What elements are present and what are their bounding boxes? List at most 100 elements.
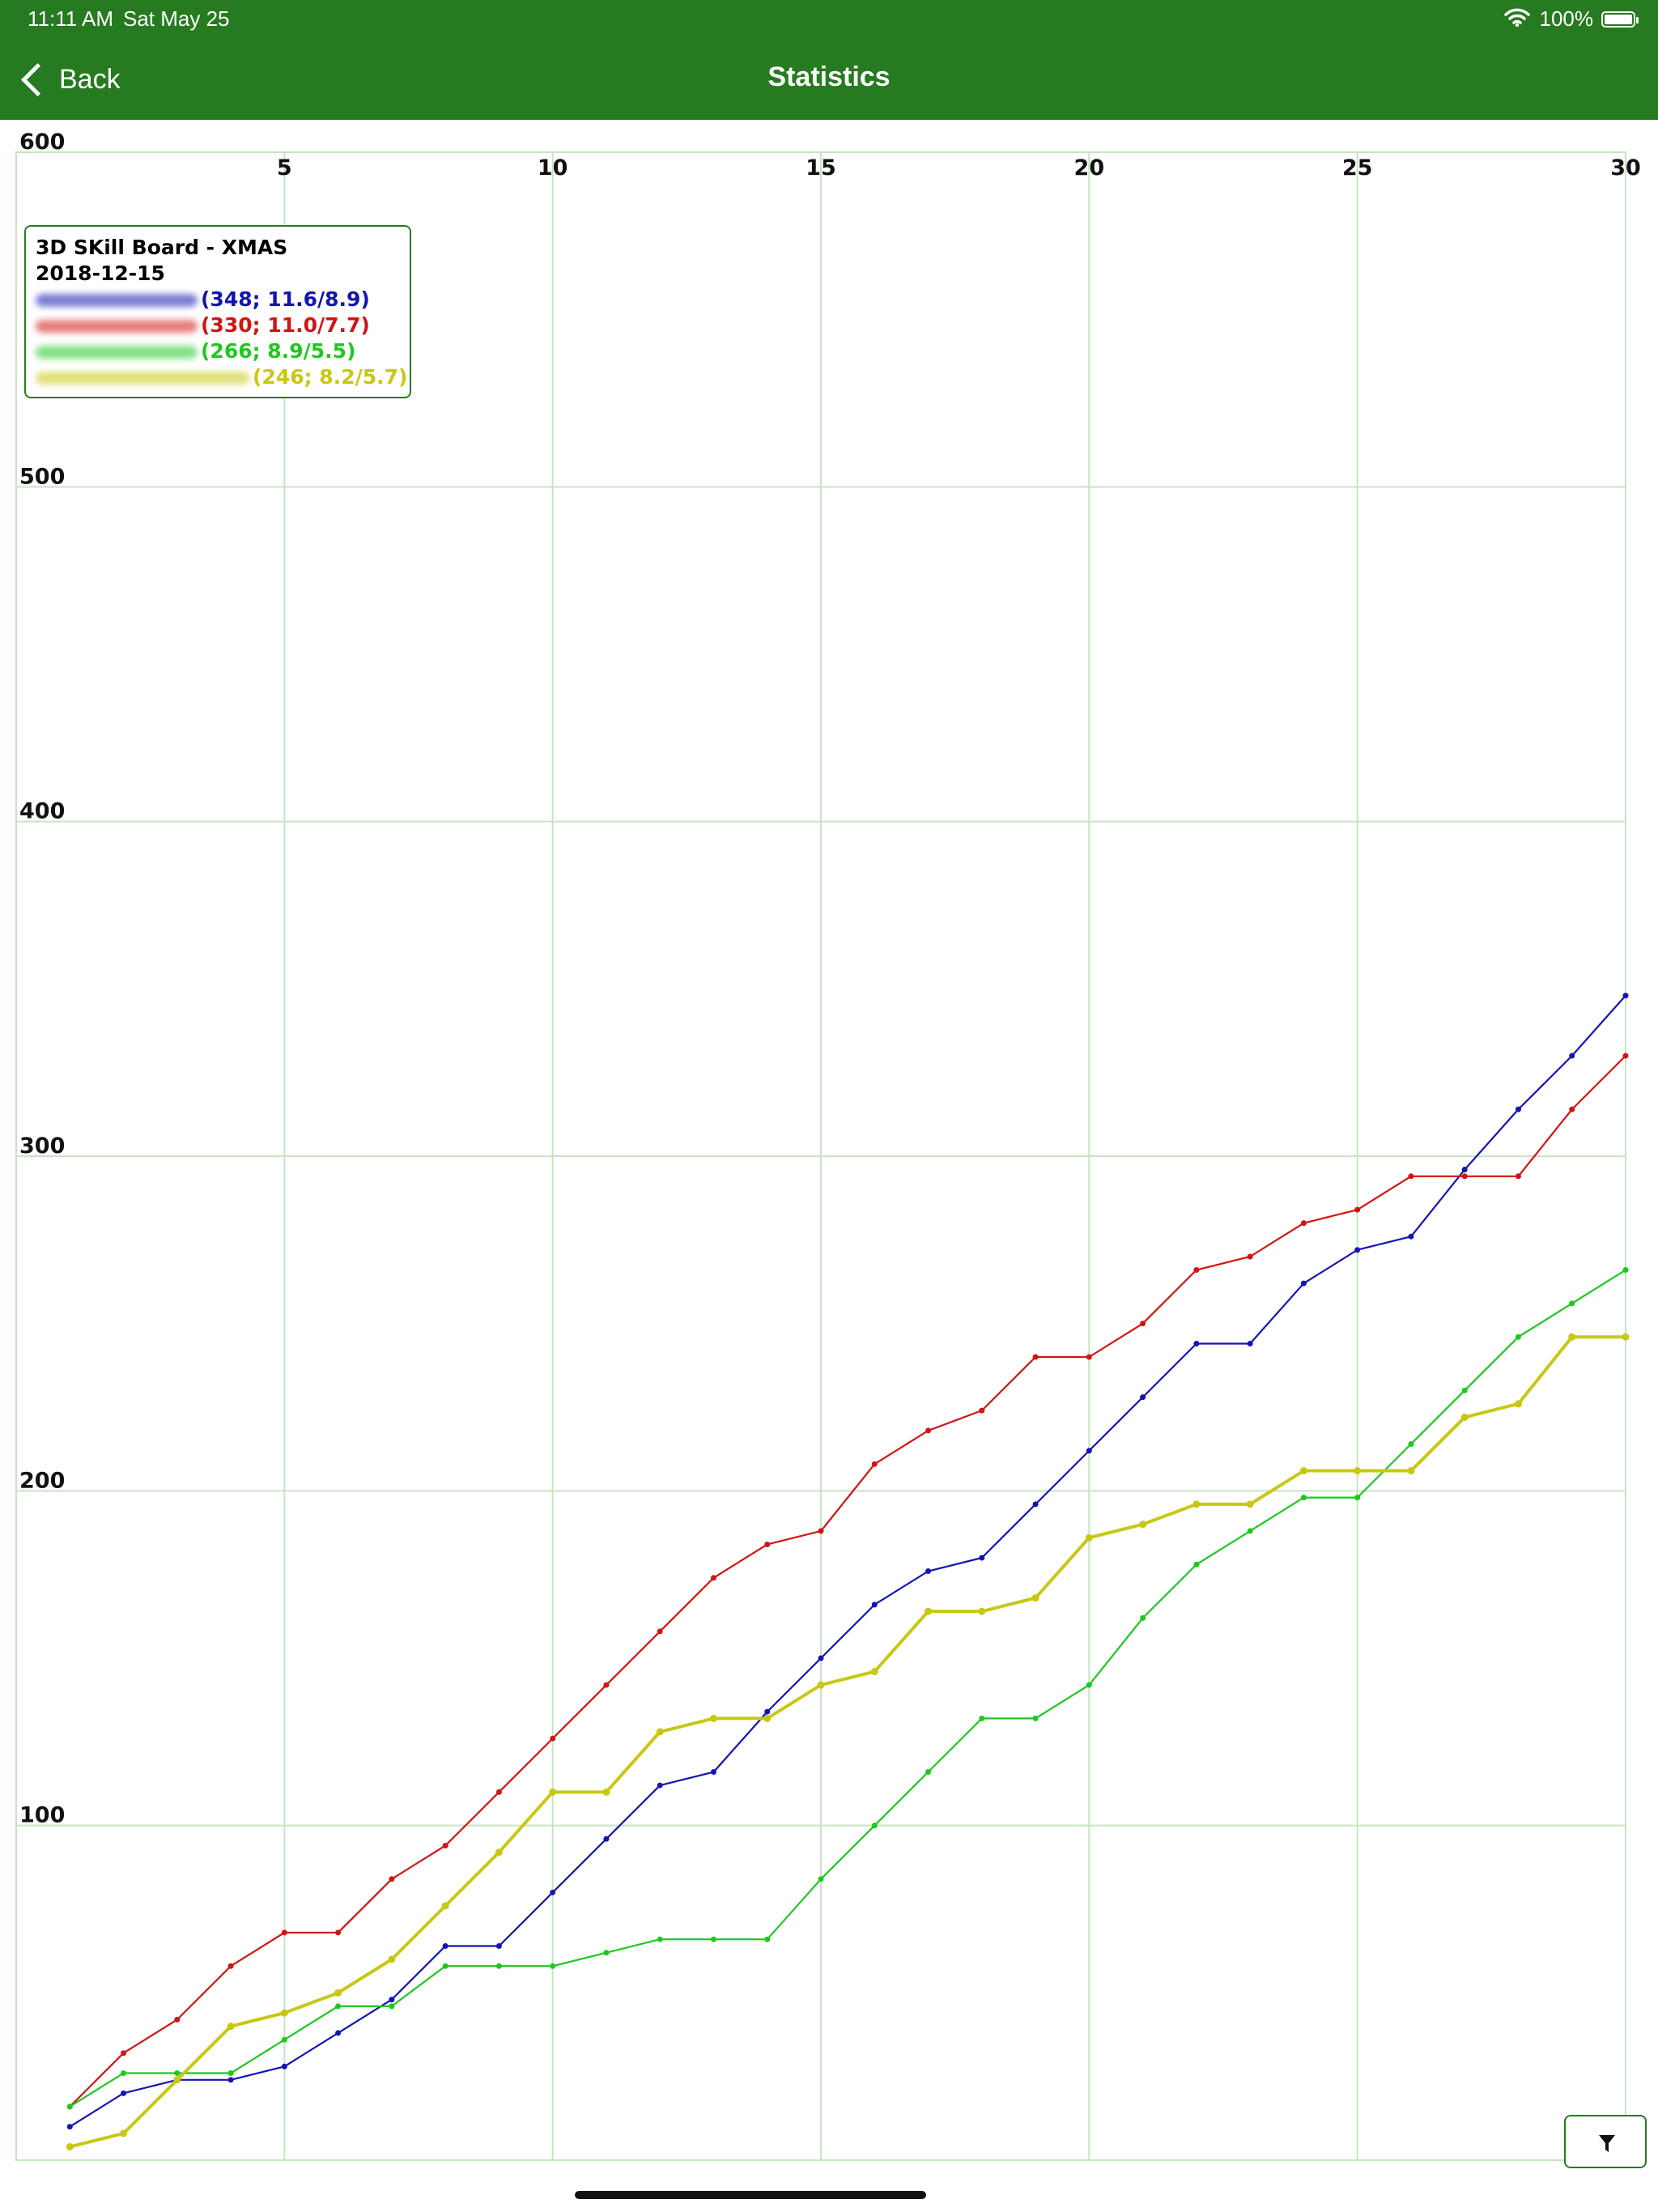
- back-button[interactable]: Back: [16, 57, 121, 102]
- legend-entry-yellow: (246; 8.2/5.7): [36, 364, 407, 390]
- data-point: [978, 1607, 986, 1615]
- data-point: [870, 1668, 878, 1676]
- legend-entry-green: (266; 8.9/5.5): [36, 338, 400, 364]
- battery-icon: [1601, 11, 1639, 28]
- y-tick-label: 200: [19, 1468, 65, 1493]
- data-point: [66, 2142, 74, 2150]
- data-point: [1193, 1340, 1200, 1346]
- data-point: [603, 1682, 610, 1688]
- data-point: [602, 1788, 610, 1796]
- data-point: [657, 1782, 663, 1789]
- data-point: [818, 1876, 824, 1882]
- data-point: [979, 1715, 985, 1721]
- data-point: [871, 1602, 878, 1608]
- data-point: [1622, 1333, 1630, 1341]
- back-label: Back: [59, 63, 121, 95]
- data-point: [1246, 1500, 1254, 1508]
- data-point: [227, 2077, 234, 2083]
- wifi-icon: [1504, 6, 1530, 33]
- data-point: [1247, 1528, 1253, 1534]
- data-point: [1569, 1053, 1575, 1059]
- home-indicator[interactable]: [575, 2191, 926, 2199]
- data-point: [925, 1607, 933, 1615]
- data-point: [1192, 1500, 1201, 1508]
- data-point: [1461, 1167, 1468, 1173]
- data-point: [1408, 1173, 1414, 1180]
- data-point: [280, 2009, 288, 2017]
- data-point: [121, 2050, 127, 2057]
- data-point: [389, 1997, 395, 2003]
- data-point: [1622, 1267, 1629, 1274]
- data-point: [1032, 1501, 1039, 1508]
- data-point: [335, 2003, 342, 2010]
- data-point: [335, 1929, 342, 1936]
- filter-icon: [1599, 2135, 1615, 2152]
- legend-title: 3D SKill Board - XMAS: [36, 236, 288, 259]
- data-point: [1031, 1594, 1039, 1602]
- data-point: [1408, 1440, 1414, 1447]
- y-tick-label: 400: [19, 799, 65, 824]
- data-point: [925, 1427, 932, 1434]
- legend-entry-blue: (348; 11.6/8.9): [36, 287, 400, 313]
- data-point: [1622, 993, 1629, 999]
- legend-blurred-name: [36, 346, 198, 359]
- data-point: [495, 1848, 503, 1857]
- x-tick-label: 25: [1342, 155, 1373, 181]
- data-point: [764, 1936, 771, 1942]
- status-bar: 11:11 AM Sat May 25 100%: [0, 0, 1658, 39]
- x-tick-label: 20: [1074, 155, 1105, 181]
- data-point: [603, 1950, 610, 1956]
- data-point: [710, 1769, 716, 1776]
- data-point: [495, 1963, 502, 1969]
- data-point: [174, 2016, 181, 2023]
- data-point: [335, 2030, 342, 2036]
- legend-entry-red: (330; 11.0/7.7): [36, 313, 400, 338]
- data-point: [709, 1714, 717, 1722]
- x-tick-label: 15: [806, 155, 836, 181]
- data-point: [1140, 1394, 1146, 1401]
- data-point: [1193, 1561, 1200, 1568]
- data-point: [925, 1568, 932, 1575]
- battery-percent: 100%: [1539, 6, 1594, 31]
- data-point: [1140, 1614, 1146, 1621]
- data-point: [173, 2076, 181, 2084]
- data-point: [442, 1963, 449, 1969]
- data-point: [1515, 1334, 1521, 1340]
- data-point: [710, 1936, 716, 1942]
- data-point: [1086, 1448, 1092, 1454]
- series-line: [69, 994, 1626, 2128]
- y-tick-label: 600: [19, 130, 65, 155]
- filter-button[interactable]: [1564, 2115, 1647, 2168]
- data-point: [550, 1735, 556, 1742]
- data-point: [66, 2124, 73, 2130]
- data-point: [1032, 1715, 1039, 1721]
- series-line: [69, 1335, 1626, 2149]
- data-point: [1299, 1467, 1307, 1475]
- data-point: [1568, 1333, 1576, 1341]
- data-point: [334, 1989, 342, 1997]
- data-point: [121, 2070, 127, 2077]
- data-point: [818, 1528, 824, 1534]
- data-point: [1085, 1534, 1093, 1542]
- data-point: [1408, 1233, 1414, 1240]
- data-point: [549, 1788, 557, 1796]
- data-point: [1300, 1495, 1307, 1501]
- page-title: Statistics: [767, 62, 891, 92]
- data-point: [1354, 1247, 1361, 1253]
- data-point: [1461, 1387, 1468, 1393]
- data-point: [925, 1769, 932, 1776]
- data-point: [979, 1555, 985, 1561]
- legend-date: 2018-12-15: [36, 262, 165, 285]
- legend-entry-label: (330; 11.0/7.7): [201, 313, 370, 337]
- data-point: [603, 1836, 610, 1842]
- data-point: [1622, 1053, 1629, 1059]
- data-point: [388, 1955, 396, 1963]
- data-point: [1354, 1495, 1361, 1501]
- data-point: [764, 1708, 771, 1715]
- data-point: [871, 1823, 878, 1829]
- data-point: [1300, 1280, 1307, 1287]
- x-tick-label: 30: [1610, 155, 1641, 181]
- data-point: [120, 2129, 128, 2138]
- data-point: [657, 1628, 663, 1635]
- data-point: [1569, 1300, 1575, 1307]
